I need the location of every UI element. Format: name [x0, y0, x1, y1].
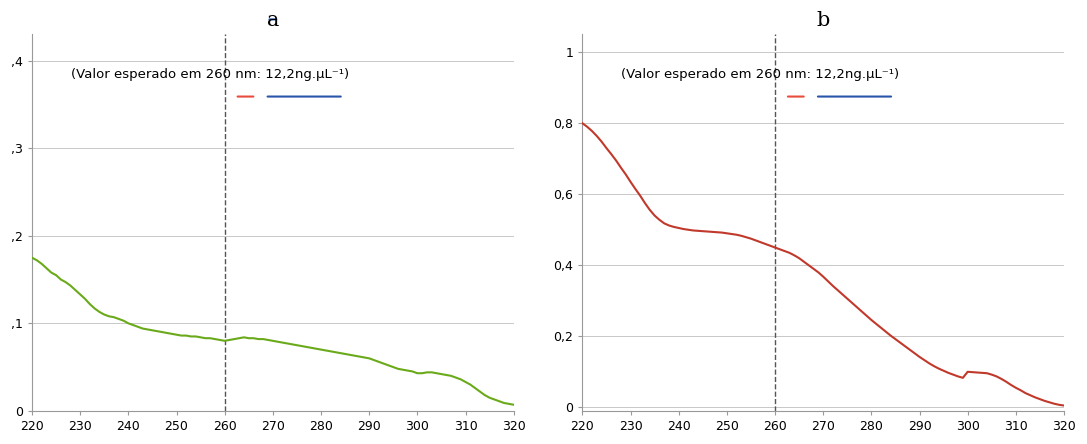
Title: b: b	[816, 11, 829, 30]
Title: a: a	[266, 11, 279, 30]
Text: (Valor esperado em 260 nm: 12,2ng.μL⁻¹): (Valor esperado em 260 nm: 12,2ng.μL⁻¹)	[621, 68, 899, 81]
Text: (Valor esperado em 260 nm: 12,2ng.μL⁻¹): (Valor esperado em 260 nm: 12,2ng.μL⁻¹)	[71, 68, 349, 81]
